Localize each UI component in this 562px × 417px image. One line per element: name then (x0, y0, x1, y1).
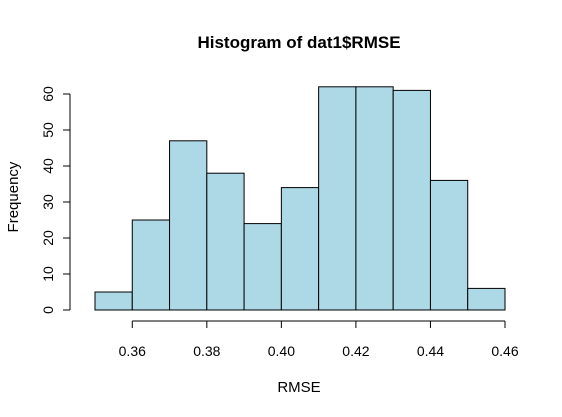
histogram-bar (392, 89, 431, 311)
x-axis-label: RMSE (277, 379, 320, 396)
histogram-bar (280, 187, 320, 311)
y-tick-label: 10 (40, 266, 56, 282)
x-axis: 0.36 0.38 0.40 0.42 0.44 0.46 (119, 320, 519, 359)
histogram-bar (467, 287, 506, 311)
y-axis-label: Frequency (5, 161, 22, 232)
x-tick-label: 0.38 (193, 343, 220, 359)
x-tick-label: 0.36 (119, 343, 146, 359)
y-tick-label: 20 (40, 230, 56, 246)
histogram-bar (94, 291, 133, 311)
histogram-bar (131, 219, 171, 311)
histogram-bar (318, 86, 357, 311)
histogram-bar (429, 179, 469, 311)
y-tick-label: 40 (40, 158, 56, 174)
y-tick-label: 50 (40, 122, 56, 138)
histogram-bar (355, 86, 394, 311)
x-tick-label: 0.46 (491, 343, 518, 359)
x-tick-label: 0.40 (268, 343, 295, 359)
histogram-bar (243, 223, 282, 311)
y-tick-label: 0 (40, 306, 56, 314)
y-tick-label: 60 (40, 86, 56, 102)
histogram-bar (169, 140, 208, 311)
bars-group (94, 86, 506, 311)
y-axis: 0 10 20 30 40 50 60 (40, 86, 71, 314)
histogram-bar (206, 172, 245, 311)
chart-title: Histogram of dat1$RMSE (197, 33, 400, 52)
y-tick-label: 30 (40, 194, 56, 210)
x-tick-label: 0.42 (342, 343, 369, 359)
x-tick-label: 0.44 (417, 343, 444, 359)
